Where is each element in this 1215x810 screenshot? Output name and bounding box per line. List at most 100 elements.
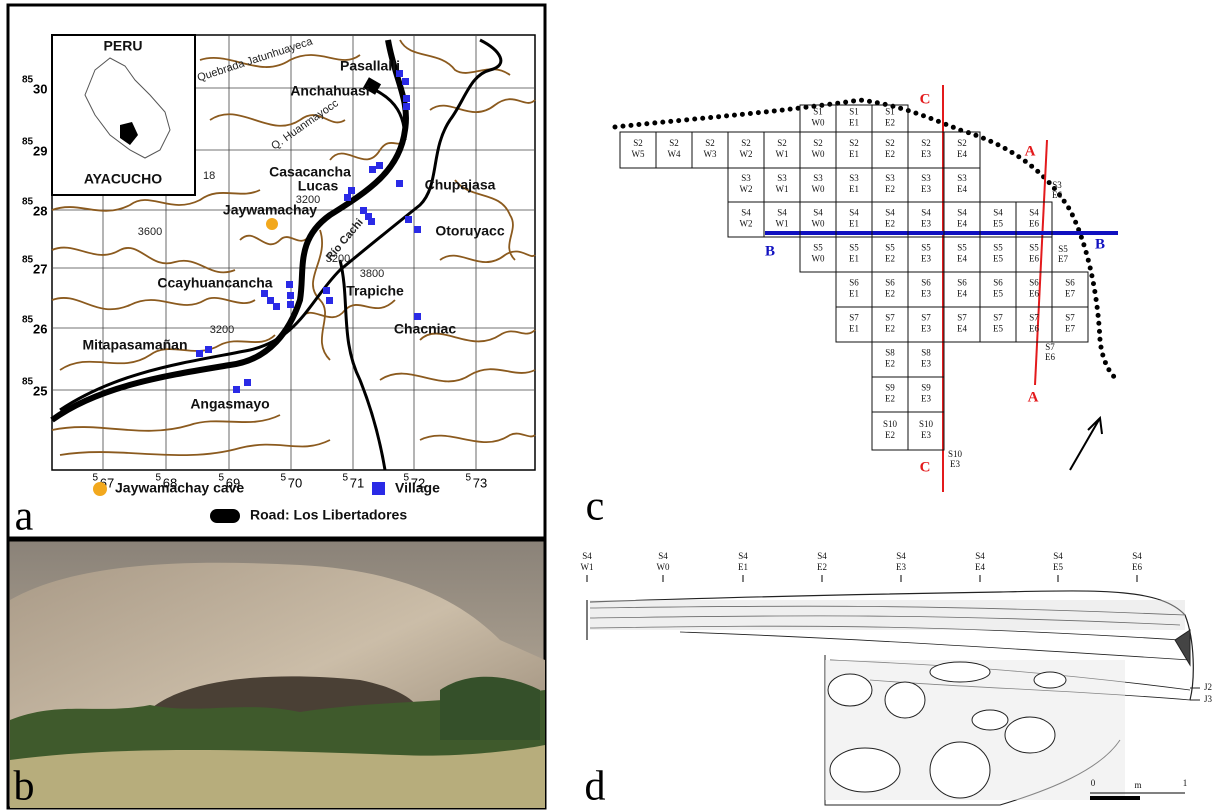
cell-col: E5 bbox=[993, 219, 1003, 229]
cell-row: S1 bbox=[849, 107, 859, 117]
cell-row: S7 bbox=[1029, 313, 1039, 323]
cell-col: E1 bbox=[849, 149, 859, 159]
cell-row: S4 bbox=[885, 208, 895, 218]
cell-row: S3 bbox=[813, 173, 823, 183]
cell-row: S2 bbox=[777, 138, 787, 148]
cell-col: W2 bbox=[740, 149, 753, 159]
cell-row: S2 bbox=[957, 138, 967, 148]
cell-row: S5 bbox=[813, 243, 823, 253]
cell-col: E1 bbox=[849, 219, 859, 229]
cell-row: S4 bbox=[921, 208, 931, 218]
cell-col: E2 bbox=[885, 359, 895, 369]
cell-col: W0 bbox=[812, 184, 825, 194]
cell-col: E2 bbox=[885, 289, 895, 299]
place-label: Pasallalli bbox=[340, 58, 400, 74]
cell-row: S4 bbox=[1029, 208, 1039, 218]
northing-sup: 85 bbox=[22, 75, 34, 86]
cell-row: S4 bbox=[993, 208, 1003, 218]
cell-col: E4 bbox=[957, 254, 967, 264]
section-letter: B bbox=[1095, 236, 1105, 252]
cell-col: E3 bbox=[950, 459, 960, 469]
cell-col: E6 bbox=[1029, 254, 1039, 264]
cell-col: E3 bbox=[921, 324, 931, 334]
station-row: S4 bbox=[896, 551, 906, 561]
cell-row: S1 bbox=[813, 107, 823, 117]
cell-col: W2 bbox=[740, 219, 753, 229]
cell-row: S7 bbox=[921, 313, 931, 323]
northing-sup: 85 bbox=[22, 255, 34, 266]
easting-num: 73 bbox=[473, 475, 487, 490]
place-label: Mitapasamañan bbox=[82, 337, 187, 353]
northing-num: 26 bbox=[33, 321, 47, 336]
northing-num: 28 bbox=[33, 203, 47, 218]
panel-letter: c bbox=[586, 484, 605, 530]
station-row: S4 bbox=[658, 551, 668, 561]
panel-letter: d bbox=[585, 764, 606, 810]
legend-cave-marker bbox=[93, 482, 107, 496]
inset-country: PERU bbox=[104, 38, 143, 54]
station-col: W0 bbox=[657, 562, 670, 572]
cell-row: S10 bbox=[883, 419, 898, 429]
northing-sup: 85 bbox=[22, 137, 34, 148]
cell-row: S9 bbox=[921, 383, 931, 393]
station-row: S4 bbox=[817, 551, 827, 561]
cell-row: S3 bbox=[741, 173, 751, 183]
section-letter: A bbox=[1028, 389, 1039, 405]
cell-col: E2 bbox=[885, 430, 895, 440]
scale-label: 1 bbox=[1183, 778, 1188, 788]
cell-col: E2 bbox=[885, 184, 895, 194]
cell-col: E1 bbox=[849, 289, 859, 299]
cell-col: E3 bbox=[921, 394, 931, 404]
cell-col: E3 bbox=[921, 359, 931, 369]
map bbox=[52, 35, 535, 470]
cell-col: E7 bbox=[1058, 254, 1068, 264]
cell-row: S2 bbox=[741, 138, 751, 148]
cell-row: S6 bbox=[957, 278, 967, 288]
legend-road-marker bbox=[210, 509, 240, 523]
cell-col: W0 bbox=[812, 149, 825, 159]
northing-num: 25 bbox=[33, 383, 47, 398]
figure-canvas: abcdPERUAYACUCHO18PasallalliAnchahuasiCa… bbox=[0, 0, 1215, 810]
cell-col: W0 bbox=[812, 254, 825, 264]
place-label: Ccayhuancancha bbox=[157, 275, 272, 291]
cell-col: E6 bbox=[1045, 352, 1055, 362]
inset-region: AYACUCHO bbox=[84, 171, 162, 187]
section-letter: A bbox=[1025, 143, 1036, 159]
scale-label: 0 bbox=[1091, 778, 1096, 788]
cell-row: S5 bbox=[993, 243, 1003, 253]
cell-row: S1 bbox=[885, 107, 895, 117]
panel-letter: a bbox=[15, 494, 34, 540]
cell-row: S2 bbox=[813, 138, 823, 148]
layer-label: J2 bbox=[1204, 682, 1212, 692]
figure: abcdPERUAYACUCHO18PasallalliAnchahuasiCa… bbox=[0, 0, 1215, 810]
cell-col: W5 bbox=[632, 149, 645, 159]
place-label: Chupajasa bbox=[425, 177, 496, 193]
stratigraphic-section bbox=[587, 591, 1200, 805]
cell-row: S5 bbox=[1029, 243, 1039, 253]
cell-row: S2 bbox=[633, 138, 643, 148]
northing-sup: 85 bbox=[22, 197, 34, 208]
cell-col: E6 bbox=[1029, 219, 1039, 229]
cell-col: W3 bbox=[704, 149, 717, 159]
northing-num: 30 bbox=[33, 81, 47, 96]
excavation-plan bbox=[615, 85, 1118, 492]
cell-row: S2 bbox=[705, 138, 715, 148]
contour-label: 3800 bbox=[360, 268, 384, 280]
place-label: Chacniac bbox=[394, 321, 456, 337]
cell-col: E4 bbox=[957, 289, 967, 299]
cell-row: S2 bbox=[669, 138, 679, 148]
cell-row: S3 bbox=[777, 173, 787, 183]
cell-col: E3 bbox=[921, 254, 931, 264]
cell-row: S6 bbox=[849, 278, 859, 288]
cell-row: S4 bbox=[957, 208, 967, 218]
cell-row: S3 bbox=[921, 173, 931, 183]
cell-col: E3 bbox=[921, 219, 931, 229]
cell-row: S4 bbox=[777, 208, 787, 218]
legend-label: Road: Los Libertadores bbox=[250, 507, 407, 523]
contour-label: 3600 bbox=[138, 226, 162, 238]
cell-row: S3 bbox=[849, 173, 859, 183]
cell-col: E2 bbox=[885, 324, 895, 334]
cell-row: S7 bbox=[957, 313, 967, 323]
station-col: E1 bbox=[738, 562, 748, 572]
cell-col: E3 bbox=[921, 289, 931, 299]
